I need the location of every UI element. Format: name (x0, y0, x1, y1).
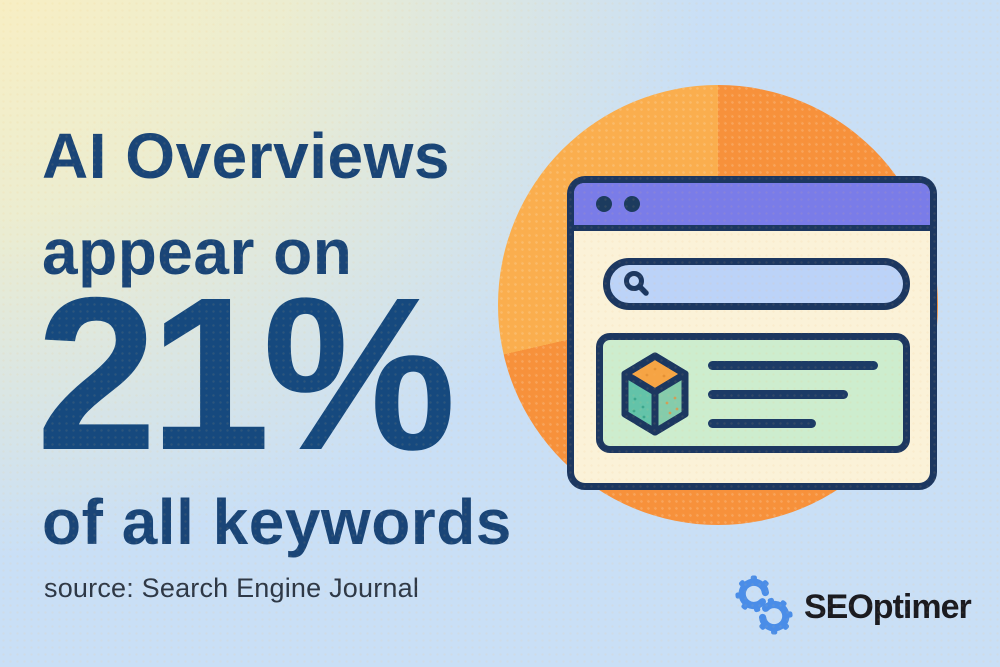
browser-titlebar (574, 183, 930, 231)
seoptimer-gear-icon (735, 575, 793, 635)
cube-icon (621, 352, 689, 436)
stat-value: 21% (36, 253, 456, 496)
text-line (708, 419, 816, 428)
headline-line1: AI Overviews (42, 120, 450, 192)
seoptimer-logo: SEOptimer (733, 574, 972, 636)
headline-line2: appear on (42, 216, 353, 288)
browser-window-graphic (567, 176, 937, 490)
window-dot (624, 196, 640, 212)
source-caption: source: Search Engine Journal (44, 573, 420, 603)
result-text-lines (708, 361, 878, 428)
text-line (708, 390, 848, 399)
window-dot (596, 196, 612, 212)
search-bar-graphic (603, 258, 910, 310)
result-card (596, 333, 910, 453)
seoptimer-wordmark: SEOptimer (804, 587, 972, 626)
headline-line3: of all keywords (42, 486, 512, 558)
text-line (708, 361, 878, 370)
search-icon (624, 271, 649, 296)
